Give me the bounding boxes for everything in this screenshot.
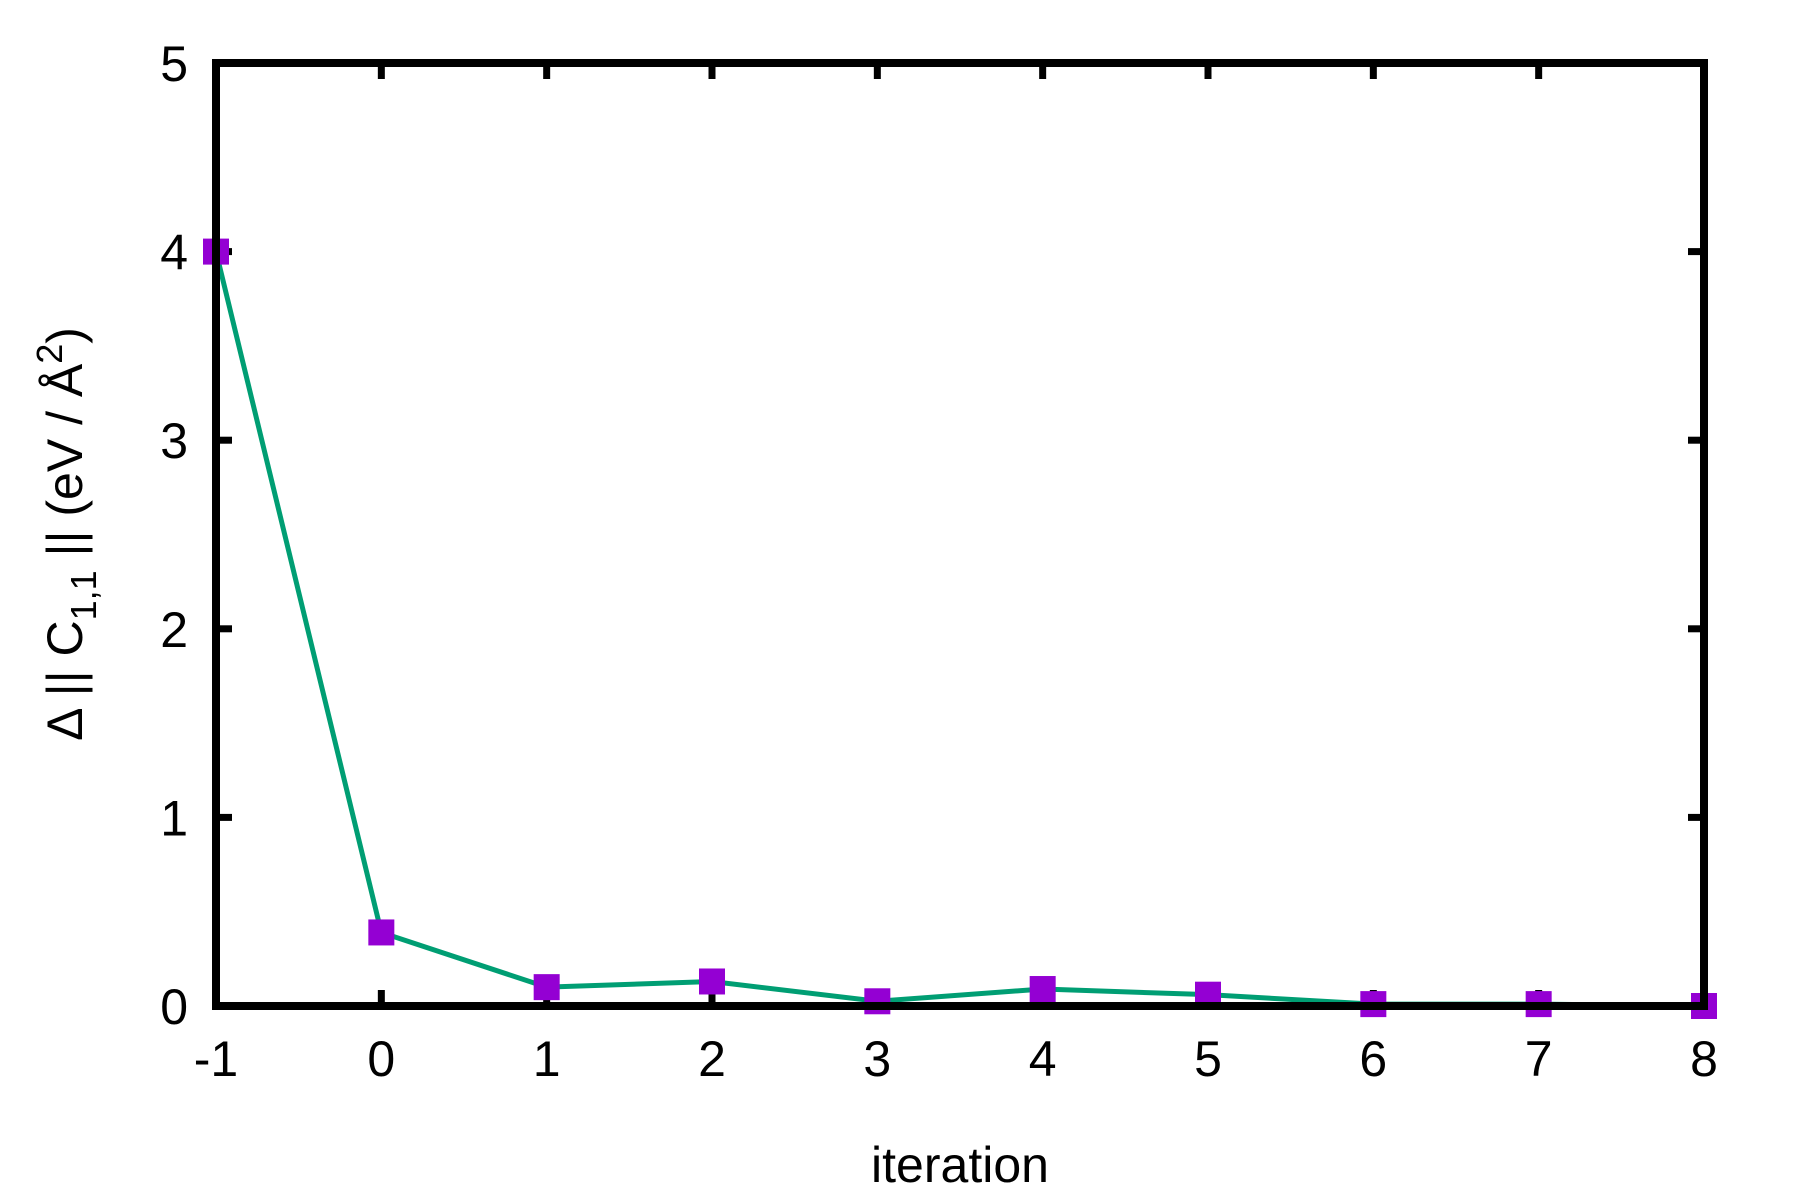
data-point <box>533 974 560 1001</box>
y-tick-label: 0 <box>160 979 188 1035</box>
y-axis-label-part: || (eV / Å <box>37 363 93 570</box>
data-point <box>699 968 725 995</box>
y-axis-label-superscript: 2 <box>29 344 70 364</box>
y-axis-label-subscript: 1,1 <box>63 570 104 620</box>
data-point <box>1029 976 1056 1003</box>
x-tick-label: 3 <box>863 1031 891 1087</box>
x-tick-label: 8 <box>1690 1031 1718 1087</box>
plot-frame <box>212 59 1708 1010</box>
x-tick-label: 4 <box>1029 1031 1057 1087</box>
y-tick-label: 1 <box>160 790 188 846</box>
data-line <box>213 251 1705 1009</box>
x-tick-label: 1 <box>533 1031 561 1087</box>
x-tick-label: 7 <box>1525 1031 1553 1087</box>
y-tick-label: 3 <box>160 413 188 469</box>
x-tick-label: -1 <box>194 1031 238 1087</box>
x-tick-label: 2 <box>698 1031 726 1087</box>
data-point <box>864 988 891 1015</box>
y-axis-label-part: ) <box>37 327 93 344</box>
y-tick-label: 2 <box>160 602 188 658</box>
y-axis-label-part: Δ || C <box>37 620 93 741</box>
y-tick-label: 4 <box>160 225 188 281</box>
x-tick-label: 5 <box>1194 1031 1222 1087</box>
x-axis-label: iteration <box>871 1137 1049 1193</box>
x-tick-label: 0 <box>367 1031 395 1087</box>
y-axis-label: Δ || C1,1 || (eV / Å2) <box>29 327 104 741</box>
data-point <box>368 919 395 946</box>
x-tick-label: 6 <box>1359 1031 1387 1087</box>
y-tick-label: 5 <box>160 36 188 92</box>
